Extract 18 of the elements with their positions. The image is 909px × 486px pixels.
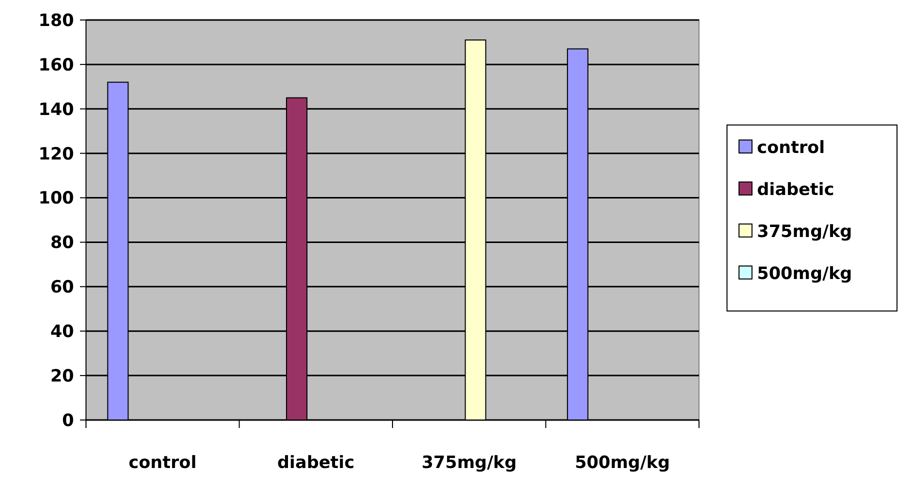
y-tick-label: 60 (50, 278, 74, 298)
x-tick-label: control (128, 453, 197, 473)
y-tick-label: 20 (50, 366, 74, 387)
x-tick-label: 500mg/kg (574, 453, 670, 473)
legend-label: 500mg/kg (757, 264, 852, 284)
y-tick-label: 120 (38, 144, 74, 164)
x-tick-label: diabetic (277, 453, 354, 473)
legend-label: diabetic (757, 180, 834, 200)
legend-label: control (757, 138, 825, 158)
legend-label: 375mg/kg (757, 222, 852, 242)
y-tick-label: 160 (38, 55, 74, 76)
y-tick-label: 40 (50, 322, 74, 342)
y-tick-label: 140 (38, 100, 74, 120)
y-tick-label: 100 (38, 188, 74, 209)
y-tick-label: 0 (62, 410, 74, 431)
y-tick-label: 180 (38, 10, 74, 31)
x-tick-label: 375mg/kg (422, 453, 517, 473)
y-tick-label: 80 (50, 233, 74, 254)
